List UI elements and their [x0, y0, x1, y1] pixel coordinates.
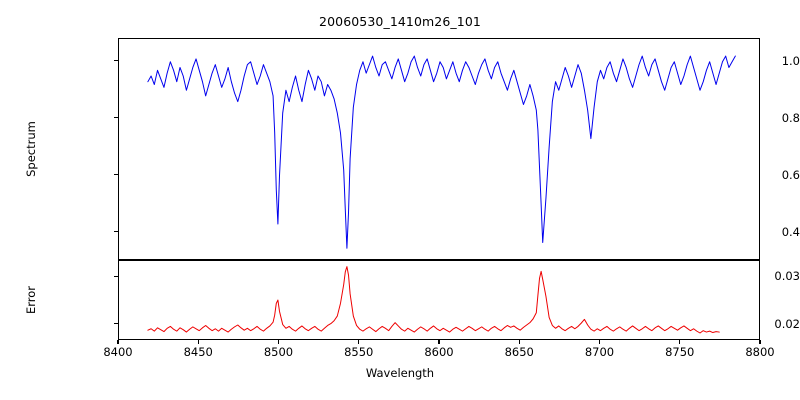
x-tick-mark	[679, 340, 680, 344]
x-axis-label: Wavelength	[0, 366, 800, 380]
x-tick-mark	[117, 340, 118, 344]
x-tick-label: 8550	[319, 345, 399, 359]
y-tick-label-spectrum: 0.8	[692, 111, 800, 125]
x-tick-mark	[519, 340, 520, 344]
y-tick-mark-spectrum	[114, 231, 118, 232]
spectrum-axes	[118, 38, 760, 260]
x-tick-label: 8750	[640, 345, 720, 359]
x-tick-label: 8400	[78, 345, 158, 359]
y-tick-label-spectrum: 0.6	[692, 168, 800, 182]
y-tick-mark-spectrum	[114, 117, 118, 118]
x-tick-mark	[438, 340, 439, 344]
figure-canvas: 20060530_1410m26_101 8400845085008550860…	[0, 0, 800, 400]
x-tick-label: 8450	[158, 345, 238, 359]
y-tick-mark-spectrum	[114, 60, 118, 61]
spectrum-line-series	[119, 39, 760, 260]
x-tick-mark	[278, 340, 279, 344]
error-axes	[118, 260, 760, 340]
y-tick-label-spectrum: 0.4	[692, 225, 800, 239]
y-axis-label-error: Error	[24, 286, 38, 314]
x-tick-label: 8700	[560, 345, 640, 359]
x-tick-label: 8650	[479, 345, 559, 359]
error-line-series	[119, 261, 760, 340]
y-tick-label-spectrum: 1.0	[692, 54, 800, 68]
y-tick-mark-error	[114, 276, 118, 277]
x-tick-mark	[198, 340, 199, 344]
y-tick-mark-spectrum	[114, 174, 118, 175]
x-tick-mark	[358, 340, 359, 344]
page-title: 20060530_1410m26_101	[0, 14, 800, 29]
y-tick-label-error: 0.02	[692, 317, 800, 331]
x-tick-mark	[759, 340, 760, 344]
x-tick-label: 8800	[720, 345, 800, 359]
y-tick-mark-error	[114, 323, 118, 324]
x-tick-label: 8600	[399, 345, 479, 359]
y-axis-label-spectrum: Spectrum	[24, 121, 38, 177]
x-tick-label: 8500	[239, 345, 319, 359]
y-tick-label-error: 0.03	[692, 269, 800, 283]
x-tick-mark	[599, 340, 600, 344]
